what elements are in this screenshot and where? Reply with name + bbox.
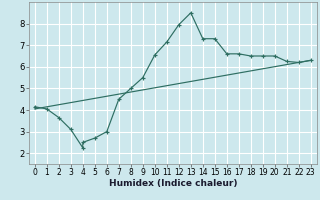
X-axis label: Humidex (Indice chaleur): Humidex (Indice chaleur) xyxy=(108,179,237,188)
